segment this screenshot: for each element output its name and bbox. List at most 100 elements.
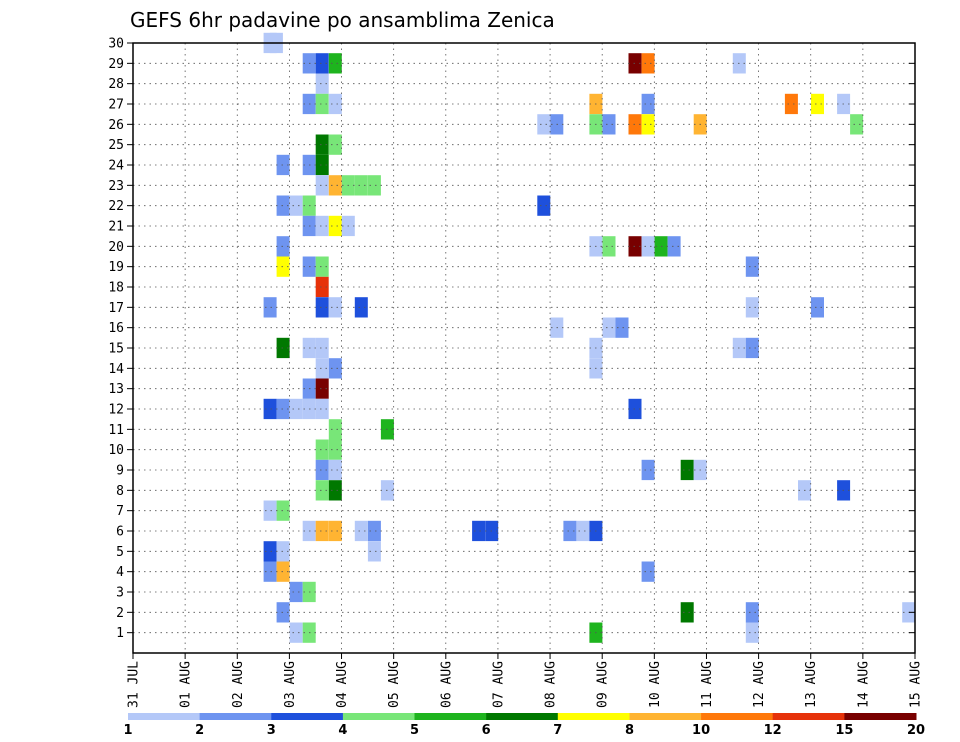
heatmap-cell [315,276,329,298]
colorbar-label: 5 [410,723,419,738]
heatmap-cell [745,256,759,277]
y-tick-label: 20 [108,240,124,255]
heatmap-cell [276,398,290,420]
y-tick-label: 1 [116,626,124,641]
heatmap-cell [289,581,303,603]
colorbar-swatch [128,713,201,720]
colorbar-label: 4 [338,723,347,738]
colorbar: 1 2 3 4 5 6 7 8 10 12 15 20 [123,713,925,738]
heatmap-cell [850,114,864,135]
y-tick-label: 14 [108,362,124,377]
heatmap-cell [315,337,329,359]
heatmap-cell [745,602,759,623]
colorbar-swatch [414,713,487,720]
y-tick-label: 24 [108,159,124,174]
heatmap-cell [641,236,655,257]
y-tick-label: 4 [116,565,124,580]
x-tick-label: 01 AUG [179,661,194,708]
y-tick-label: 26 [108,118,124,133]
heatmap-cell [602,317,616,338]
heatmap-cell [602,114,616,135]
heatmap-cell [537,195,551,216]
x-tick-label: 10 AUG [648,661,663,708]
heatmap-cell [641,53,655,74]
heatmap-cell [680,602,694,623]
heatmap-cell [276,337,290,359]
heatmap-cell [745,297,759,318]
heatmap-cell [315,175,329,196]
heatmap-cell [328,93,342,115]
y-tick-label: 5 [116,545,124,560]
y-tick-label: 18 [108,281,124,296]
y-tick-label: 29 [108,57,124,72]
heatmap-cell [289,398,303,420]
heatmap-cell [315,378,329,399]
heatmap-cell [328,439,342,460]
y-tick-label: 28 [108,77,124,92]
heatmap-cell [328,53,342,74]
heatmap-cell [354,520,368,542]
x-tick-label: 14 AUG [856,661,871,708]
colorbar-label: 12 [764,723,782,738]
x-tick-label: 05 AUG [387,661,402,708]
heatmap-cell [328,175,342,196]
heatmap-cell [276,500,290,521]
heatmap-cell [263,561,277,582]
colorbar-label: 7 [553,723,562,738]
colorbar-label: 3 [267,723,276,738]
colorbar-label: 20 [907,723,925,738]
y-tick-label: 22 [108,199,124,214]
heatmap-cell [315,439,329,460]
heatmap-cell [811,93,824,115]
heatmap-cell [641,459,655,481]
y-tick-label: 11 [108,423,124,438]
heatmap-cell [289,195,303,216]
heatmap-cell [667,236,681,257]
heatmap-cell [328,358,342,379]
heatmap-cell [328,419,342,440]
heatmap-cell [354,297,368,318]
heatmap-cell [276,154,290,176]
heatmap-cells [263,32,916,643]
heatmap-cell [276,195,290,216]
colorbar-label: 6 [482,723,491,738]
x-tick-label: 09 AUG [596,661,611,708]
heatmap-cell [641,114,655,135]
x-axis: 31 JUL 01 AUG 02 AUG 03 AUG 04 AUG 05 AUG 06 A… [127,653,924,708]
y-tick-label: 17 [108,301,124,316]
grid-lines [133,43,915,653]
heatmap-cell [328,520,342,542]
y-tick-label: 27 [108,98,124,113]
heatmap-cell [615,317,629,338]
y-tick-label: 15 [108,342,124,357]
y-tick-label: 19 [108,260,124,275]
heatmap-cell [641,561,655,582]
x-tick-label: 15 AUG [909,661,924,708]
heatmap-cell [276,602,290,623]
heatmap-cell [276,541,290,562]
heatmap-cell [276,561,290,582]
y-tick-label: 23 [108,179,124,194]
heatmap-cell [289,622,303,643]
heatmap-cell [315,398,329,420]
y-axis: 1234567891011121314151617181920212223242… [108,37,915,641]
y-tick-label: 3 [116,586,124,601]
x-tick-label: 06 AUG [439,661,454,708]
heatmap-cell [315,215,329,237]
heatmap-cell [328,459,342,481]
heatmap-cell [367,541,381,562]
y-tick-label: 9 [116,464,124,479]
heatmap-cell [367,520,381,542]
heatmap-cell [315,73,329,94]
heatmap-cell [315,53,329,74]
heatmap-cell [315,480,329,501]
y-tick-label: 8 [116,484,124,499]
heatmap-cell [563,520,577,542]
heatmap-cell [276,236,290,257]
heatmap-cell [263,398,277,420]
colorbar-swatch [486,713,559,720]
y-tick-label: 21 [108,220,124,235]
heatmap-cell [537,114,551,135]
heatmap-cell [315,134,329,155]
